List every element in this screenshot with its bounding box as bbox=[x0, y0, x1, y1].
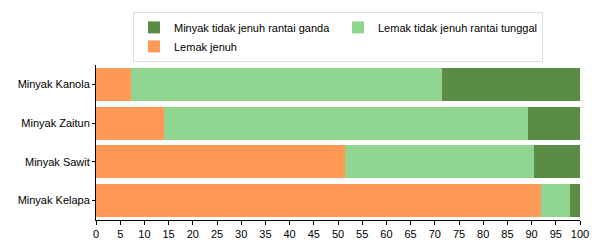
svg-text:Lemak tidak jenuh rantai tungg: Lemak tidak jenuh rantai tunggal bbox=[378, 22, 537, 34]
svg-text:90: 90 bbox=[525, 228, 537, 240]
svg-text:70: 70 bbox=[429, 228, 441, 240]
svg-text:Minyak Kelapa: Minyak Kelapa bbox=[18, 194, 91, 206]
svg-text:50: 50 bbox=[332, 228, 344, 240]
svg-text:10: 10 bbox=[138, 228, 150, 240]
svg-text:85: 85 bbox=[501, 228, 513, 240]
svg-text:100: 100 bbox=[571, 228, 589, 240]
svg-text:15: 15 bbox=[162, 228, 174, 240]
svg-text:0: 0 bbox=[93, 228, 99, 240]
svg-text:25: 25 bbox=[211, 228, 223, 240]
svg-text:65: 65 bbox=[404, 228, 416, 240]
svg-text:55: 55 bbox=[356, 228, 368, 240]
svg-text:35: 35 bbox=[259, 228, 271, 240]
svg-text:95: 95 bbox=[550, 228, 562, 240]
svg-text:Minyak Zaitun: Minyak Zaitun bbox=[21, 117, 89, 129]
svg-text:60: 60 bbox=[380, 228, 392, 240]
svg-text:80: 80 bbox=[477, 228, 489, 240]
svg-text:Minyak tidak jenuh rantai gand: Minyak tidak jenuh rantai ganda bbox=[174, 22, 330, 34]
svg-text:Lemak jenuh: Lemak jenuh bbox=[174, 41, 237, 53]
svg-text:20: 20 bbox=[187, 228, 199, 240]
svg-text:30: 30 bbox=[235, 228, 247, 240]
svg-text:45: 45 bbox=[308, 228, 320, 240]
svg-text:Minyak Sawit: Minyak Sawit bbox=[25, 156, 90, 168]
svg-text:40: 40 bbox=[283, 228, 295, 240]
svg-text:5: 5 bbox=[117, 228, 123, 240]
svg-text:75: 75 bbox=[453, 228, 465, 240]
svg-text:Minyak Kanola: Minyak Kanola bbox=[18, 78, 91, 90]
